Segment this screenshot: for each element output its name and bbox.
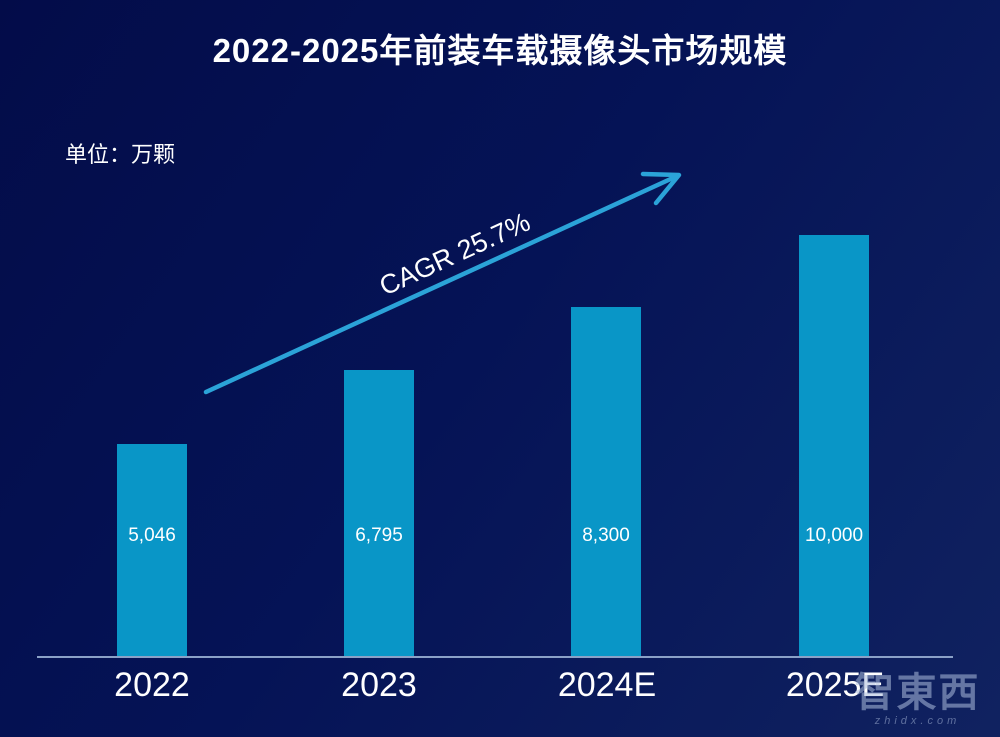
category-label-2023: 2023 xyxy=(341,666,417,704)
value-label-2022: 5,046 xyxy=(128,525,176,546)
bar-2024e xyxy=(571,307,641,657)
value-label-2024e: 8,300 xyxy=(582,525,630,546)
category-label-2022: 2022 xyxy=(114,666,190,704)
bar-2023 xyxy=(344,370,414,657)
category-label-2025e: 2025E xyxy=(785,666,885,704)
value-label-2025e: 10,000 xyxy=(804,525,864,546)
category-label-2024e: 2024E xyxy=(557,666,657,704)
zhidx-watermark: 智東西 zhidx.com xyxy=(845,673,990,727)
zhidx-domain-text: zhidx.com xyxy=(874,715,961,727)
unit-label: 单位：万颗 xyxy=(65,142,176,167)
bar-2022 xyxy=(117,444,187,657)
bar-2025e xyxy=(799,235,869,657)
cagr-annotation: CAGR 25.7% xyxy=(374,206,535,302)
zhidx-logo-text: 智東西 xyxy=(854,671,981,715)
x-axis-line xyxy=(37,656,953,658)
value-label-2023: 6,795 xyxy=(355,525,403,546)
chart-title: 2022-2025年前装车载摄像头市场规模 xyxy=(212,32,788,69)
